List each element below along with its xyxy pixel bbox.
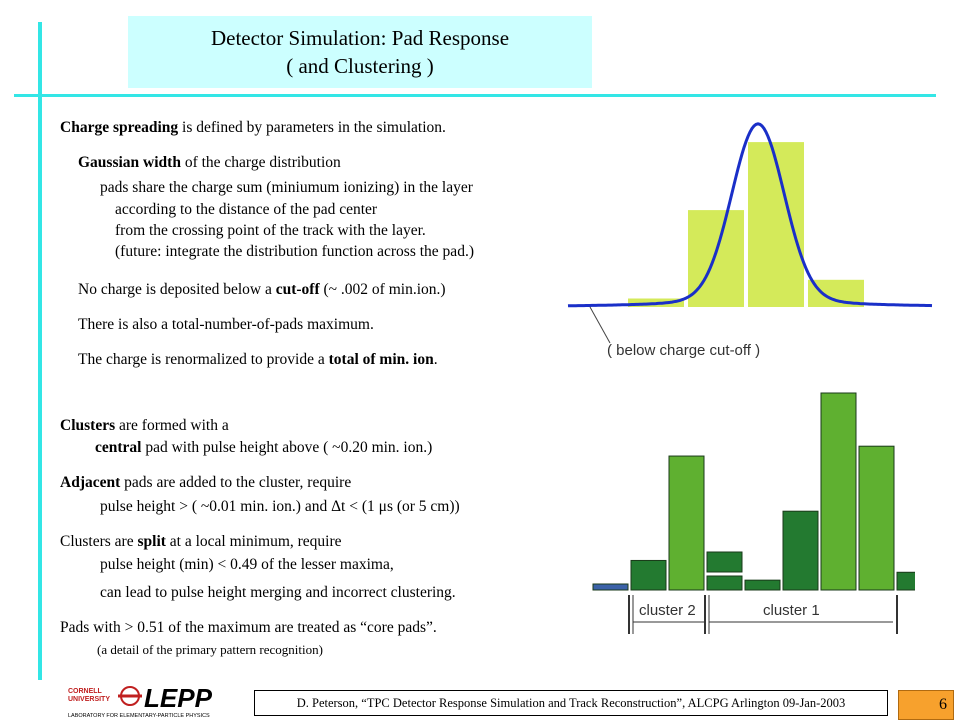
p2a: pads share the charge sum (miniumum ioni… xyxy=(100,179,473,196)
p2c: from the crossing point of the track wit… xyxy=(115,222,426,239)
cluster1-label: cluster 1 xyxy=(763,602,820,619)
pad-bars xyxy=(628,142,864,307)
cluster-bar xyxy=(820,392,857,591)
title-line-1: Detector Simulation: Pad Response xyxy=(210,26,510,50)
svg-text:CORNELL: CORNELL xyxy=(68,688,103,695)
cluster-bar xyxy=(630,559,667,591)
cutoff-annotation: ( below charge cut-off ) xyxy=(607,342,760,359)
c1: Clusters are formed with a xyxy=(60,417,229,434)
p2: Gaussian width of the charge distributio… xyxy=(78,154,341,171)
p5: The charge is renormalized to provide a … xyxy=(78,351,438,368)
svg-text:UNIVERSITY: UNIVERSITY xyxy=(68,696,110,703)
p1: Charge spreading is defined by parameter… xyxy=(60,119,446,136)
cluster-bar-split xyxy=(706,575,743,591)
title-line-2: ( and Clustering ) xyxy=(286,54,434,78)
c4a: (a detail of the primary pattern recogni… xyxy=(97,642,323,657)
c3b: can lead to pulse height merging and inc… xyxy=(100,584,456,601)
cluster2-label: cluster 2 xyxy=(639,602,696,619)
cluster-figure: cluster 2 cluster 1 xyxy=(592,392,915,634)
gaussian-curve xyxy=(567,122,933,308)
cluster-bar xyxy=(782,510,819,591)
lepp-logo: CORNELL UNIVERSITY LEPP LABORATORY FOR E… xyxy=(66,682,246,720)
p2d: (future: integrate the distribution func… xyxy=(115,243,474,260)
c2a: pulse height > ( ~0.01 min. ion.) and Δt… xyxy=(100,498,460,515)
c2: Adjacent pads are added to the cluster, … xyxy=(60,474,352,491)
vertical-accent-line xyxy=(38,22,42,680)
p3: No charge is deposited below a cut-off (… xyxy=(78,281,446,298)
c3: Clusters are split at a local minimum, r… xyxy=(60,533,342,550)
c1a: central pad with pulse height above ( ~0… xyxy=(95,439,433,456)
cutoff-pointer-line xyxy=(589,306,611,344)
page-number: 6 xyxy=(898,690,954,720)
pad-bar xyxy=(748,142,804,307)
cluster-bar-split xyxy=(706,551,743,573)
c3a: pulse height (min) < 0.49 of the lesser … xyxy=(100,556,394,573)
p4: There is also a total-number-of-pads max… xyxy=(78,316,374,333)
cluster-bar xyxy=(668,455,705,591)
horizontal-accent-line xyxy=(14,94,936,97)
cluster-bars xyxy=(592,392,915,591)
p2b: according to the distance of the pad cen… xyxy=(115,201,378,218)
cluster-bar xyxy=(896,571,915,591)
footer-citation: D. Peterson, “TPC Detector Response Simu… xyxy=(254,690,888,716)
cluster-bar xyxy=(592,583,629,591)
pad-response-figure: ( below charge cut-off ) xyxy=(567,122,933,359)
cluster-bar xyxy=(858,445,895,591)
cluster-bar xyxy=(744,579,781,591)
svg-text:LEPP: LEPP xyxy=(144,683,213,713)
svg-text:LABORATORY FOR ELEMENTARY-PART: LABORATORY FOR ELEMENTARY-PARTICLE PHYSI… xyxy=(68,713,210,719)
slide-title: Detector Simulation: Pad Response ( and … xyxy=(128,16,592,88)
c4: Pads with > 0.51 of the maximum are trea… xyxy=(60,619,437,636)
